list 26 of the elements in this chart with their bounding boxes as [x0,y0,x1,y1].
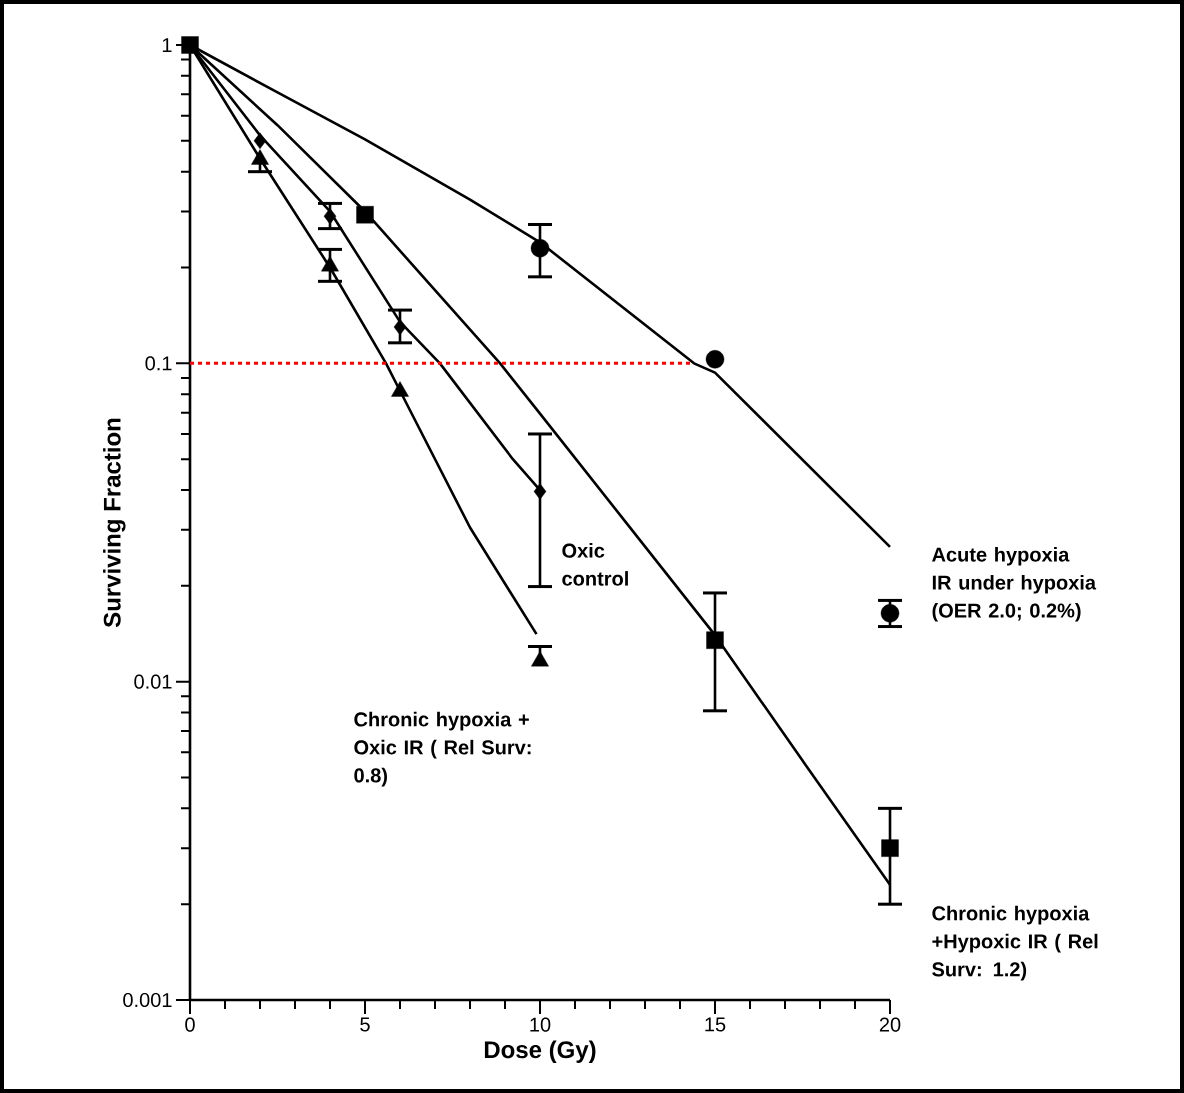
point [181,36,199,54]
point [705,350,725,369]
x-tick-label: 5 [360,1017,370,1032]
point [323,207,337,225]
point [880,604,900,623]
x-tick-label: 10 [530,1017,551,1032]
point [253,132,267,150]
x-tick-label: 0 [185,1017,195,1032]
point [393,318,407,336]
y-tick-label: 0.001 [123,992,172,1008]
y-tick-label: 0.01 [134,674,172,689]
x-axis-title: Dose (Gy) [484,1040,596,1063]
point [881,839,899,857]
text: Oxic control [562,543,628,586]
point [706,631,724,649]
text: Chronic hypoxia +Hypoxic IR ( Rel Surv: 1.2) [932,905,1098,981]
point [356,206,374,224]
y-tick-label: 1 [162,38,172,52]
text: Chronic hypoxia + Oxic IR ( Rel Surv: 0.8) [354,711,531,787]
x-tick-label: 15 [705,1017,726,1032]
series-label: Acute hypoxia IR under hypoxia (OER 2.0; 0.2%) [932,546,1097,622]
point [530,238,550,258]
point [533,483,547,500]
y-axis-title: Surviving Fraction [103,418,126,628]
y-tick-label: 0.1 [145,356,172,371]
x-tick-label: 20 [879,1017,901,1032]
